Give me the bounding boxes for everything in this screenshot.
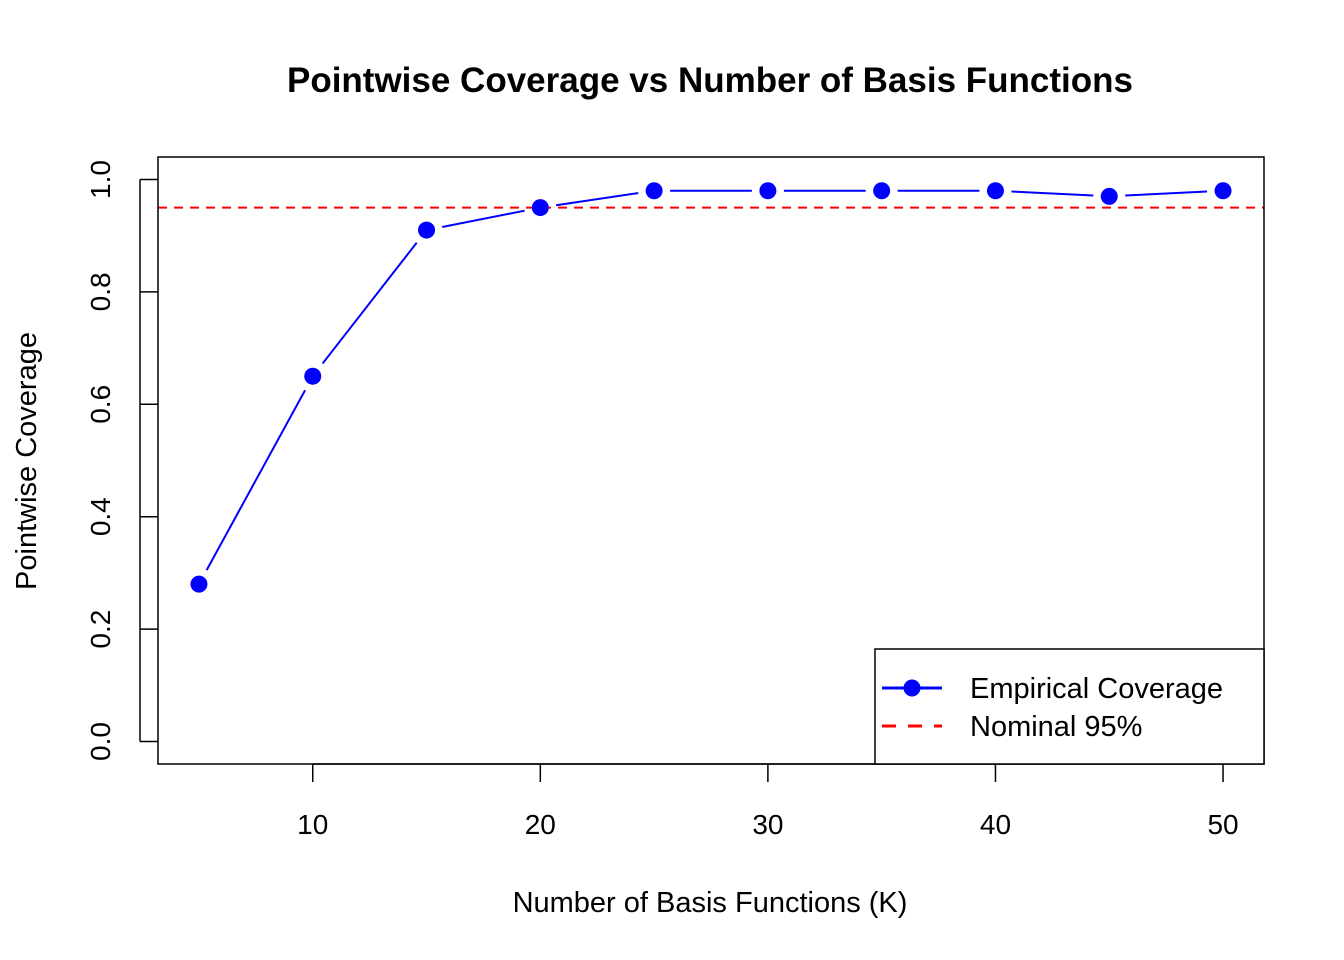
y-tick-label: 0.2 — [85, 610, 116, 649]
data-point — [873, 182, 891, 200]
y-axis-label: Pointwise Coverage — [11, 332, 43, 590]
series-line-segment — [1011, 190, 1094, 197]
data-point — [418, 221, 436, 239]
data-point — [759, 182, 777, 200]
x-axis-label: Number of Basis Functions (K) — [513, 887, 908, 919]
data-point — [304, 367, 322, 385]
plot-area-frame — [157, 156, 1265, 765]
y-tick-label: 0.4 — [85, 497, 116, 536]
x-tick-label: 40 — [980, 809, 1011, 840]
y-tick-label: 0.8 — [85, 272, 116, 311]
data-point — [190, 575, 208, 593]
y-tick-label: 0.6 — [85, 385, 116, 424]
legend-label: Empirical Coverage — [970, 673, 1223, 705]
y-tick-label: 0.0 — [85, 722, 116, 761]
legend: Empirical Coverage Nominal 95% — [874, 648, 1265, 765]
data-point — [1100, 187, 1118, 205]
x-tick-label: 50 — [1207, 809, 1238, 840]
series-line-segment — [205, 389, 306, 571]
data-point — [645, 182, 663, 200]
legend-box — [874, 648, 1265, 765]
data-point — [531, 199, 549, 217]
chart-title: Pointwise Coverage vs Number of Basis Fu… — [287, 61, 1133, 100]
x-axis: 10 20 30 40 50 — [297, 763, 1239, 840]
y-axis: 0.0 0.2 0.4 0.6 0.8 1.0 — [85, 160, 158, 761]
y-tick-label: 1.0 — [85, 160, 116, 199]
data-series — [190, 182, 1232, 593]
x-tick-label: 30 — [752, 809, 783, 840]
series-line-segment — [1125, 190, 1208, 197]
series-line-segment — [556, 192, 639, 207]
x-tick-label: 20 — [525, 809, 556, 840]
data-point — [986, 182, 1004, 200]
legend-point-symbol — [903, 679, 921, 697]
x-tick-label: 10 — [297, 809, 328, 840]
legend-label: Nominal 95% — [970, 711, 1142, 743]
data-point — [1214, 182, 1232, 200]
series-line-segment — [321, 242, 418, 365]
series-line-segment — [442, 209, 525, 228]
